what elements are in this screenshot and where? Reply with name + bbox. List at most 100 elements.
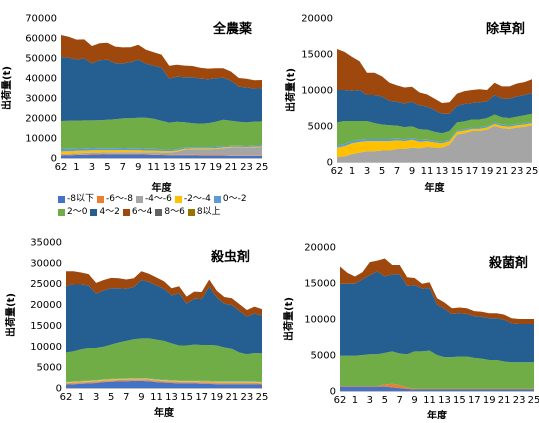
x-tick-label: 13 bbox=[436, 166, 449, 177]
legend-swatch bbox=[213, 196, 221, 203]
legend-item: 2～0 bbox=[58, 206, 87, 219]
y-tick-label: 50000 bbox=[25, 54, 57, 65]
x-tick-label: 3 bbox=[89, 162, 95, 173]
x-tick-label: 25 bbox=[256, 162, 269, 173]
x-tick-label: 11 bbox=[421, 166, 434, 177]
x-tick-label: 13 bbox=[438, 395, 451, 406]
x-tick-label: 1 bbox=[78, 392, 84, 403]
area-series-5 bbox=[340, 350, 534, 389]
y-tick-label: 35000 bbox=[30, 238, 62, 249]
area-series-6 bbox=[61, 57, 262, 124]
x-tick-label: 19 bbox=[483, 395, 496, 406]
area-series-3 bbox=[61, 146, 262, 154]
x-tick-label: 9 bbox=[138, 392, 144, 403]
x-tick-label: 5 bbox=[379, 166, 385, 177]
x-axis-label: 年度 bbox=[425, 181, 446, 194]
x-tick-label: 9 bbox=[411, 395, 417, 406]
area-series-5 bbox=[61, 117, 262, 150]
legend-item: -8以下 bbox=[58, 193, 94, 206]
x-tick-label: 62 bbox=[60, 392, 73, 403]
x-tick-label: 15 bbox=[453, 395, 466, 406]
legend-item: 4～2 bbox=[90, 206, 120, 219]
x-tick-label: 23 bbox=[511, 166, 524, 177]
x-tick-label: 5 bbox=[382, 395, 388, 406]
x-axis-label: 年度 bbox=[154, 406, 175, 419]
y-tick-label: 70000 bbox=[25, 14, 57, 25]
x-tick-label: 15 bbox=[178, 162, 191, 173]
legend-swatch bbox=[174, 196, 182, 203]
y-tick-label: 20000 bbox=[30, 300, 62, 311]
legend-swatch bbox=[187, 209, 195, 216]
y-tick-label: 20000 bbox=[25, 114, 57, 125]
area-series-0 bbox=[340, 386, 534, 391]
x-tick-label: 21 bbox=[225, 392, 238, 403]
area-series-5 bbox=[337, 113, 532, 146]
legend-item: -2～-4 bbox=[174, 193, 211, 206]
legend-swatch bbox=[58, 209, 65, 216]
chart-title: 全農薬 bbox=[212, 21, 253, 37]
y-axis-label: 出荷量(t) bbox=[284, 68, 297, 112]
x-tick-label: 3 bbox=[367, 395, 373, 406]
y-tick-label: 30000 bbox=[30, 258, 62, 269]
x-tick-label: 9 bbox=[135, 162, 141, 173]
y-tick-label: 40000 bbox=[25, 74, 57, 85]
area-series-4 bbox=[61, 145, 262, 152]
legend-item: 0～-2 bbox=[213, 193, 247, 206]
chart-title: 除草剤 bbox=[486, 21, 525, 37]
legend-label: -6～-8 bbox=[105, 194, 133, 204]
x-tick-label: 11 bbox=[150, 392, 163, 403]
legend-label: 6～4 bbox=[131, 207, 153, 217]
x-tick-label: 25 bbox=[256, 392, 269, 403]
x-tick-label: 3 bbox=[93, 392, 99, 403]
legend-swatch bbox=[96, 196, 104, 203]
y-tick-label: 20000 bbox=[301, 14, 333, 25]
y-axis-label: 出荷量(t) bbox=[282, 297, 295, 341]
legend-row: 2～0 4～2 6～4 8～6 8以上 bbox=[58, 206, 268, 219]
x-tick-label: 1 bbox=[352, 395, 358, 406]
x-tick-label: 1 bbox=[349, 166, 355, 177]
y-tick-label: 5000 bbox=[311, 351, 336, 362]
area-series-3 bbox=[66, 378, 262, 383]
legend-item: -6～-8 bbox=[96, 193, 133, 206]
x-tick-label: 62 bbox=[334, 395, 347, 406]
x-tick-label: 17 bbox=[195, 392, 208, 403]
legend-swatch bbox=[155, 209, 163, 216]
x-tick-label: 11 bbox=[147, 162, 160, 173]
x-tick-label: 7 bbox=[394, 166, 400, 177]
x-tick-label: 21 bbox=[225, 162, 238, 173]
x-tick-label: 19 bbox=[209, 162, 222, 173]
legend: -8以下 -6～-8 -4～-6 -2～-4 0～-2 2～0 4～2 6～4 8～6 8以上 bbox=[58, 193, 268, 219]
y-tick-label: 60000 bbox=[25, 34, 57, 45]
x-tick-label: 17 bbox=[468, 395, 481, 406]
legend-label: -8以下 bbox=[67, 194, 94, 204]
x-tick-label: 17 bbox=[466, 166, 479, 177]
x-tick-label: 3 bbox=[364, 166, 370, 177]
x-tick-label: 19 bbox=[481, 166, 494, 177]
area-series-7 bbox=[66, 271, 262, 317]
legend-label: 4～2 bbox=[99, 207, 120, 217]
area-series-1 bbox=[61, 153, 262, 156]
y-tick-label: 0 bbox=[327, 158, 333, 169]
x-tick-label: 21 bbox=[498, 395, 511, 406]
x-axis-label: 年度 bbox=[427, 409, 448, 419]
area-series-5 bbox=[66, 338, 262, 382]
x-axis-label: 年度 bbox=[152, 181, 173, 194]
y-tick-label: 5000 bbox=[308, 122, 333, 133]
x-tick-label: 13 bbox=[165, 392, 178, 403]
x-tick-label: 15 bbox=[180, 392, 193, 403]
legend-label: 0～-2 bbox=[222, 194, 247, 204]
area-series-7 bbox=[337, 48, 532, 114]
x-tick-label: 21 bbox=[496, 166, 509, 177]
chart-title: 殺菌剤 bbox=[488, 255, 528, 271]
x-tick-label: 23 bbox=[513, 395, 526, 406]
x-tick-label: 13 bbox=[163, 162, 176, 173]
x-tick-label: 25 bbox=[528, 395, 539, 406]
legend-label: -2～-4 bbox=[183, 194, 211, 204]
x-tick-label: 1 bbox=[73, 162, 79, 173]
y-tick-label: 10000 bbox=[30, 342, 62, 353]
